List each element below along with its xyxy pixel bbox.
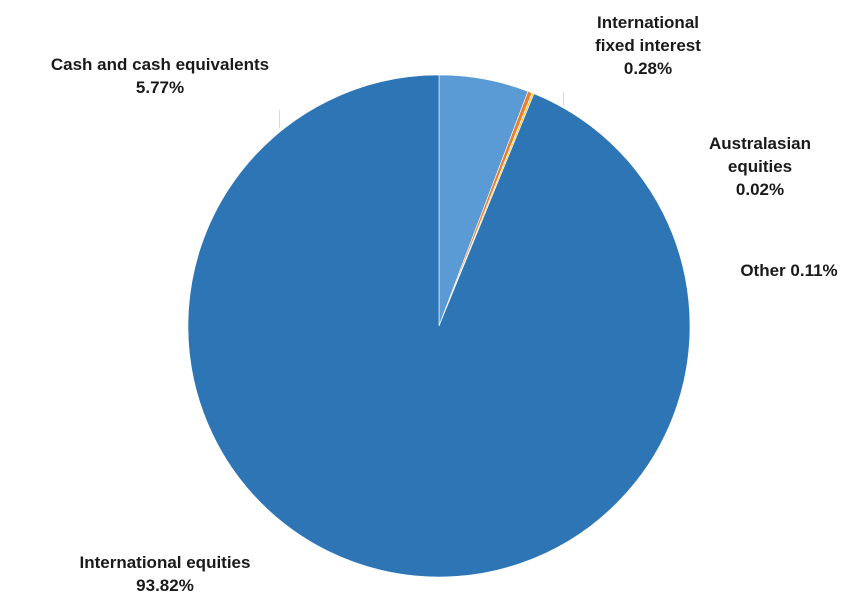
label-international-fixed-interest: International fixed interest 0.28% <box>548 11 748 80</box>
label-international-equities: International equities 93.82% <box>0 551 330 597</box>
label-intl-fixed-value: 0.28% <box>623 59 673 78</box>
label-australasian-value: 0.02% <box>735 180 785 199</box>
label-cash-value: 5.77% <box>135 78 185 97</box>
label-other-text: Other 0.11% <box>740 261 838 280</box>
label-intl-fixed-line1: International <box>596 13 699 32</box>
pie-slice-international-equities <box>187 74 691 578</box>
label-australasian-line2: equities <box>727 157 793 176</box>
label-australasian-equities: Australasian equities 0.02% <box>670 132 850 201</box>
label-cash-name: Cash and cash equivalents <box>50 55 270 74</box>
leader-line-cash <box>279 110 280 128</box>
label-intl-equities-value: 93.82% <box>136 576 194 595</box>
label-other: Other 0.11% <box>715 259 863 282</box>
label-cash-and-cash-equivalents: Cash and cash equivalents 5.77% <box>0 53 320 99</box>
label-intl-equities-name: International equities <box>79 553 251 572</box>
leader-line-intl-fixed <box>563 92 564 106</box>
label-australasian-line1: Australasian <box>708 134 812 153</box>
label-intl-fixed-line2: fixed interest <box>595 36 701 55</box>
